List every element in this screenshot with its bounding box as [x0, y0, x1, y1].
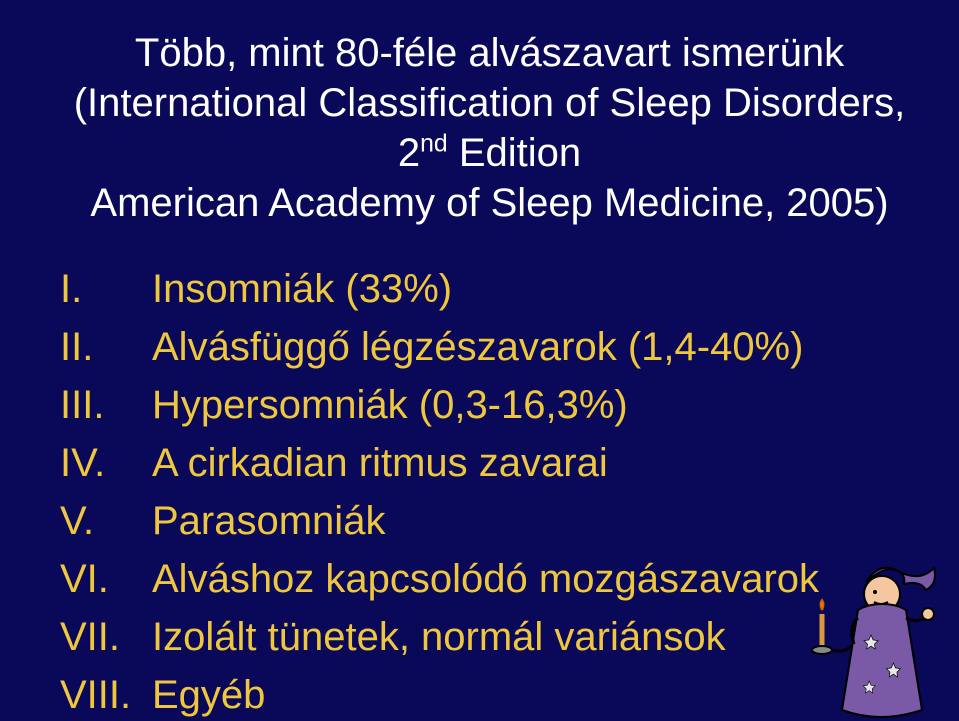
- list-item-number: III.: [60, 378, 152, 432]
- list-item-text: A cirkadian ritmus zavarai: [152, 436, 919, 490]
- title-line-1: Több, mint 80-féle alvászavart ismerünk: [135, 31, 844, 75]
- list-item-text: Alváshoz kapcsolódó mozgászavarok: [152, 552, 919, 606]
- title-superscript: nd: [420, 131, 448, 158]
- list-item-text: Alvásfüggő légzészavarok (1,4-40%): [152, 320, 919, 374]
- list-item-number: I.: [60, 262, 152, 316]
- list-item-text: Hypersomniák (0,3-16,3%): [152, 378, 919, 432]
- list-item-text: Egyéb: [152, 668, 919, 721]
- list-item-number: VII.: [60, 610, 152, 664]
- list-item: VIII. Egyéb: [60, 668, 919, 721]
- list-item-number: IV.: [60, 436, 152, 490]
- list-item: I. Insomniák (33%): [60, 262, 919, 316]
- list-item: V. Parasomniák: [60, 494, 919, 548]
- list-item: II. Alvásfüggő légzészavarok (1,4-40%): [60, 320, 919, 374]
- list-item-number: V.: [60, 494, 152, 548]
- list-item-number: II.: [60, 320, 152, 374]
- sleepwalker-icon: [808, 558, 953, 721]
- slide-title: Több, mint 80-féle alvászavart ismerünk …: [70, 28, 910, 228]
- list-item-number: VI.: [60, 552, 152, 606]
- title-line-3: American Academy of Sleep Medicine, 2005…: [90, 181, 888, 225]
- list-item-text: Parasomniák: [152, 494, 919, 548]
- list-item-text: Izolált tünetek, normál variánsok: [152, 610, 919, 664]
- title-line-2b: Edition: [448, 131, 581, 175]
- list-item: IV. A cirkadian ritmus zavarai: [60, 436, 919, 490]
- list-item: III. Hypersomniák (0,3-16,3%): [60, 378, 919, 432]
- list-item-number: VIII.: [60, 668, 152, 721]
- list-item: VII. Izolált tünetek, normál variánsok: [60, 610, 919, 664]
- category-list: I. Insomniák (33%) II. Alvásfüggő légzés…: [60, 262, 919, 721]
- slide: Több, mint 80-féle alvászavart ismerünk …: [0, 0, 959, 721]
- list-item-text: Insomniák (33%): [152, 262, 919, 316]
- list-item: VI. Alváshoz kapcsolódó mozgászavarok: [60, 552, 919, 606]
